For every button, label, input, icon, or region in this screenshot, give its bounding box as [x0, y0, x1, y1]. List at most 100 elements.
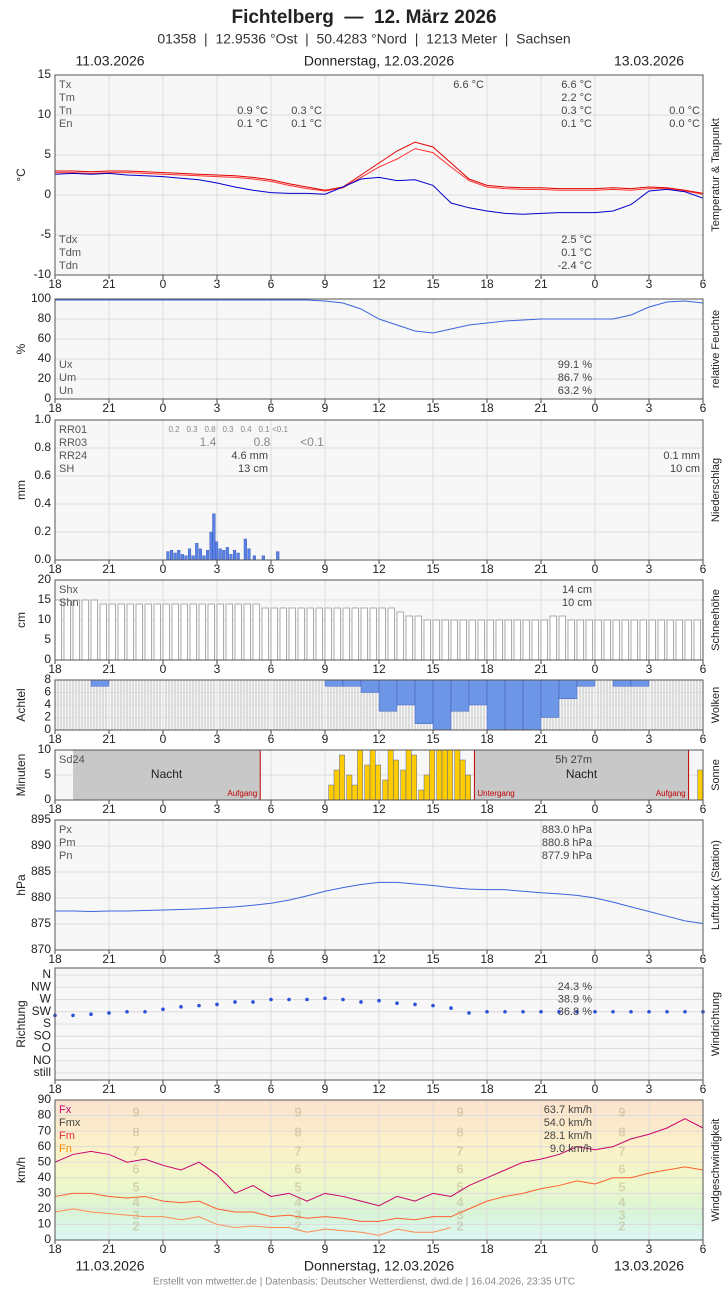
- bar: [207, 603, 215, 661]
- bar: [216, 603, 224, 661]
- y-tick-label: 0.2: [34, 524, 51, 538]
- legend-value: 0.1 °C: [561, 118, 592, 130]
- y-tick-label: 0: [44, 391, 51, 405]
- bar: [612, 679, 632, 687]
- x-tick-label: 18: [48, 277, 62, 291]
- bar: [261, 555, 265, 561]
- y-tick-label: 30: [38, 1186, 52, 1200]
- x-tick-label: 3: [646, 1082, 653, 1096]
- y-tick-label: N: [42, 967, 51, 981]
- legend-name: Fx: [59, 1104, 72, 1116]
- x-tick-label: 12: [372, 802, 386, 816]
- event-label: Aufgang: [227, 789, 257, 798]
- beaufort-label: 2: [456, 1218, 463, 1233]
- bar: [232, 550, 237, 561]
- x-tick-label: 21: [102, 277, 116, 291]
- legend-value: 0.8: [254, 435, 271, 449]
- x-tick-label: 0: [160, 732, 167, 746]
- x-tick-label: 6: [268, 562, 275, 576]
- x-tick-label: 6: [268, 732, 275, 746]
- bar: [261, 607, 269, 661]
- x-tick-label: 0: [592, 277, 599, 291]
- bar: [189, 603, 197, 661]
- beaufort-label: 9: [618, 1104, 625, 1119]
- x-tick-label: 6: [700, 1082, 707, 1096]
- bar: [166, 551, 170, 561]
- x-tick-label: 18: [480, 1082, 494, 1096]
- x-tick-label: 6: [268, 401, 275, 415]
- legend-value: 0.4: [240, 425, 252, 434]
- legend-name: Tdn: [59, 260, 78, 272]
- bar: [236, 552, 240, 561]
- bar: [567, 619, 575, 661]
- title: Fichtelberg — 12. März 2026: [231, 7, 496, 28]
- y-tick-label: -5: [40, 227, 51, 241]
- bar: [459, 759, 466, 801]
- x-tick-label: 21: [102, 401, 116, 415]
- bar: [187, 548, 192, 561]
- bar: [432, 679, 452, 731]
- legend-value: 0.0 °C: [669, 105, 700, 117]
- x-tick-label: 3: [646, 1242, 653, 1256]
- bar: [364, 764, 371, 801]
- bar: [214, 541, 219, 561]
- y-tick-label: 70: [38, 1123, 52, 1137]
- x-tick-label: 3: [646, 732, 653, 746]
- bar: [108, 603, 116, 661]
- bar: [513, 619, 521, 661]
- x-tick-label: 18: [48, 401, 62, 415]
- bar: [171, 603, 179, 661]
- y-tick-label: 15: [38, 592, 52, 606]
- legend-name: Tn: [59, 105, 72, 117]
- y-axis-label: Achtel: [14, 688, 28, 721]
- point: [611, 1009, 615, 1014]
- bar: [396, 611, 404, 661]
- plot-frame: [54, 419, 704, 561]
- legend-name: SH: [59, 463, 74, 475]
- side-label: relative Feuchte: [710, 310, 722, 388]
- y-tick-label: 0: [44, 722, 51, 736]
- legend-value: 1.4: [200, 435, 217, 449]
- bar: [252, 555, 256, 561]
- x-tick-label: 12: [372, 401, 386, 415]
- x-tick-label: 15: [426, 802, 440, 816]
- y-tick-label: SO: [34, 1028, 51, 1042]
- bar: [486, 679, 506, 731]
- legend-name: Tm: [59, 92, 75, 104]
- x-tick-label: 6: [268, 802, 275, 816]
- x-tick-label: 6: [700, 952, 707, 966]
- x-tick-label: 18: [48, 1242, 62, 1256]
- bar: [684, 619, 692, 661]
- y-tick-label: 6: [44, 685, 51, 699]
- data-line: [55, 881, 704, 924]
- y-tick-label: 0: [44, 1232, 51, 1246]
- x-tick-label: 18: [48, 1082, 62, 1096]
- bar: [369, 749, 376, 801]
- x-tick-label: 9: [322, 1082, 329, 1096]
- point: [521, 1009, 525, 1014]
- y-tick-label: 1.0: [34, 412, 51, 426]
- event-label: Untergang: [477, 789, 514, 798]
- beaufort-label: 7: [132, 1143, 139, 1158]
- legend-name: Fn: [59, 1143, 72, 1155]
- side-label: Luftdruck (Station): [710, 840, 722, 930]
- legend-value: 0.1 mm: [663, 450, 700, 462]
- y-tick-label: 895: [31, 812, 51, 826]
- bar: [387, 749, 394, 801]
- bar: [209, 531, 213, 561]
- date-center: Donnerstag, 12.03.2026: [304, 53, 454, 69]
- legend-value: -2.4 °C: [558, 260, 592, 272]
- x-tick-label: 0: [592, 662, 599, 676]
- legend-value: 6.6 °C: [453, 79, 484, 91]
- x-tick-label: 9: [322, 1242, 329, 1256]
- point: [251, 1000, 255, 1004]
- x-tick-label: 0: [592, 732, 599, 746]
- x-tick-label: 18: [48, 662, 62, 676]
- point: [107, 1011, 111, 1015]
- bar: [504, 619, 512, 661]
- data-line: [54, 1208, 452, 1236]
- bar: [225, 547, 229, 561]
- legend-value: 0.2: [168, 425, 180, 434]
- y-tick-label: 10: [38, 612, 52, 626]
- note: 38.9 %: [558, 993, 592, 1005]
